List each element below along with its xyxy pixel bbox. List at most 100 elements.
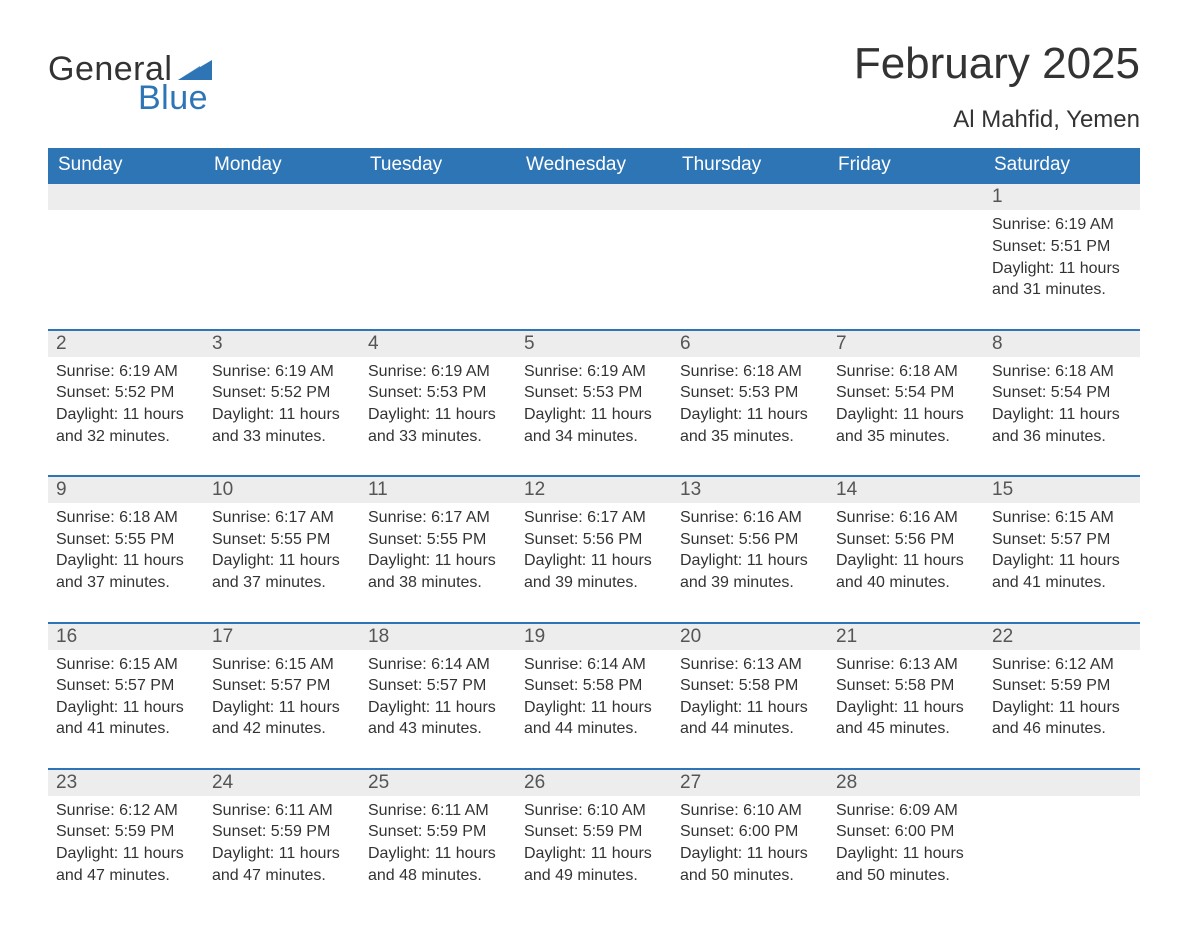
day-cell: Sunrise: 6:19 AMSunset: 5:51 PMDaylight:… — [984, 210, 1140, 300]
sunset-text: Sunset: 5:58 PM — [524, 675, 664, 697]
weekday-tuesday: Tuesday — [360, 148, 516, 184]
sunset-text: Sunset: 5:58 PM — [680, 675, 820, 697]
brand-logo: General Blue — [48, 40, 212, 118]
sunset-text: Sunset: 5:53 PM — [368, 382, 508, 404]
daylight-text: Daylight: 11 hours and 39 minutes. — [524, 550, 664, 593]
day-cell: Sunrise: 6:17 AMSunset: 5:55 PMDaylight:… — [204, 503, 360, 593]
day-number: 2 — [48, 331, 204, 357]
sunrise-text: Sunrise: 6:15 AM — [992, 507, 1132, 529]
day-cell: Sunrise: 6:12 AMSunset: 5:59 PMDaylight:… — [48, 796, 204, 886]
day-cell: Sunrise: 6:13 AMSunset: 5:58 PMDaylight:… — [828, 650, 984, 740]
day-number: 17 — [204, 624, 360, 650]
daylight-text: Daylight: 11 hours and 50 minutes. — [836, 843, 976, 886]
sunrise-text: Sunrise: 6:18 AM — [56, 507, 196, 529]
sunset-text: Sunset: 5:59 PM — [992, 675, 1132, 697]
brand-triangle-icon — [178, 58, 212, 80]
sunset-text: Sunset: 5:57 PM — [368, 675, 508, 697]
day-number — [672, 184, 828, 210]
day-number: 26 — [516, 770, 672, 796]
weekday-header-row: Sunday Monday Tuesday Wednesday Thursday… — [48, 148, 1140, 184]
day-cell: Sunrise: 6:16 AMSunset: 5:56 PMDaylight:… — [672, 503, 828, 593]
title-block: February 2025 Al Mahfid, Yemen — [854, 40, 1140, 134]
day-number: 8 — [984, 331, 1140, 357]
sunset-text: Sunset: 5:54 PM — [836, 382, 976, 404]
sunset-text: Sunset: 5:58 PM — [836, 675, 976, 697]
day-number — [48, 184, 204, 210]
sunrise-text: Sunrise: 6:10 AM — [524, 800, 664, 822]
daylight-text: Daylight: 11 hours and 47 minutes. — [212, 843, 352, 886]
day-number: 9 — [48, 477, 204, 503]
day-cell: Sunrise: 6:18 AMSunset: 5:55 PMDaylight:… — [48, 503, 204, 593]
week-row: 9101112131415Sunrise: 6:18 AMSunset: 5:5… — [48, 475, 1140, 593]
sunrise-text: Sunrise: 6:14 AM — [368, 654, 508, 676]
day-number: 24 — [204, 770, 360, 796]
sunrise-text: Sunrise: 6:12 AM — [992, 654, 1132, 676]
daynum-row: 9101112131415 — [48, 477, 1140, 503]
day-cell: Sunrise: 6:19 AMSunset: 5:52 PMDaylight:… — [48, 357, 204, 447]
daylight-text: Daylight: 11 hours and 37 minutes. — [56, 550, 196, 593]
sunrise-text: Sunrise: 6:19 AM — [368, 361, 508, 383]
day-number: 18 — [360, 624, 516, 650]
header: General Blue February 2025 Al Mahfid, Ye… — [48, 40, 1140, 134]
day-cell: Sunrise: 6:14 AMSunset: 5:57 PMDaylight:… — [360, 650, 516, 740]
location-label: Al Mahfid, Yemen — [854, 106, 1140, 134]
day-cell: Sunrise: 6:19 AMSunset: 5:53 PMDaylight:… — [516, 357, 672, 447]
day-number: 10 — [204, 477, 360, 503]
weekday-sunday: Sunday — [48, 148, 204, 184]
day-number: 19 — [516, 624, 672, 650]
day-number — [984, 770, 1140, 796]
weekday-friday: Friday — [828, 148, 984, 184]
day-cell: Sunrise: 6:14 AMSunset: 5:58 PMDaylight:… — [516, 650, 672, 740]
sunrise-text: Sunrise: 6:12 AM — [56, 800, 196, 822]
day-number: 6 — [672, 331, 828, 357]
daylight-text: Daylight: 11 hours and 48 minutes. — [368, 843, 508, 886]
day-number: 3 — [204, 331, 360, 357]
day-cell: Sunrise: 6:12 AMSunset: 5:59 PMDaylight:… — [984, 650, 1140, 740]
day-cell: Sunrise: 6:16 AMSunset: 5:56 PMDaylight:… — [828, 503, 984, 593]
sunrise-text: Sunrise: 6:18 AM — [836, 361, 976, 383]
sunset-text: Sunset: 6:00 PM — [680, 821, 820, 843]
daynum-row: 2345678 — [48, 331, 1140, 357]
day-cell: Sunrise: 6:17 AMSunset: 5:55 PMDaylight:… — [360, 503, 516, 593]
daylight-text: Daylight: 11 hours and 40 minutes. — [836, 550, 976, 593]
daylight-text: Daylight: 11 hours and 37 minutes. — [212, 550, 352, 593]
brand-word2: Blue — [138, 79, 208, 118]
sunrise-text: Sunrise: 6:11 AM — [368, 800, 508, 822]
day-number — [828, 184, 984, 210]
sunset-text: Sunset: 5:57 PM — [56, 675, 196, 697]
day-number: 21 — [828, 624, 984, 650]
day-number: 13 — [672, 477, 828, 503]
daylight-text: Daylight: 11 hours and 36 minutes. — [992, 404, 1132, 447]
day-cell: Sunrise: 6:18 AMSunset: 5:54 PMDaylight:… — [984, 357, 1140, 447]
sunrise-text: Sunrise: 6:13 AM — [680, 654, 820, 676]
sunset-text: Sunset: 5:57 PM — [992, 529, 1132, 551]
day-cell: Sunrise: 6:15 AMSunset: 5:57 PMDaylight:… — [48, 650, 204, 740]
daynum-row: 1 — [48, 184, 1140, 210]
day-cell — [984, 796, 1140, 886]
daylight-text: Daylight: 11 hours and 39 minutes. — [680, 550, 820, 593]
day-number: 28 — [828, 770, 984, 796]
sunset-text: Sunset: 5:55 PM — [368, 529, 508, 551]
day-number: 14 — [828, 477, 984, 503]
day-number — [204, 184, 360, 210]
day-number — [360, 184, 516, 210]
daylight-text: Daylight: 11 hours and 34 minutes. — [524, 404, 664, 447]
sunset-text: Sunset: 5:55 PM — [56, 529, 196, 551]
month-year-title: February 2025 — [854, 40, 1140, 88]
sunrise-text: Sunrise: 6:18 AM — [680, 361, 820, 383]
daylight-text: Daylight: 11 hours and 44 minutes. — [680, 697, 820, 740]
daylight-text: Daylight: 11 hours and 35 minutes. — [680, 404, 820, 447]
weeks-container: 1Sunrise: 6:19 AMSunset: 5:51 PMDaylight… — [48, 184, 1140, 886]
sunset-text: Sunset: 5:56 PM — [836, 529, 976, 551]
daylight-text: Daylight: 11 hours and 43 minutes. — [368, 697, 508, 740]
weekday-monday: Monday — [204, 148, 360, 184]
day-cell: Sunrise: 6:11 AMSunset: 5:59 PMDaylight:… — [204, 796, 360, 886]
daylight-text: Daylight: 11 hours and 44 minutes. — [524, 697, 664, 740]
day-cell: Sunrise: 6:18 AMSunset: 5:53 PMDaylight:… — [672, 357, 828, 447]
sunset-text: Sunset: 5:55 PM — [212, 529, 352, 551]
sunset-text: Sunset: 5:59 PM — [524, 821, 664, 843]
week-row: 2345678Sunrise: 6:19 AMSunset: 5:52 PMDa… — [48, 329, 1140, 447]
daylight-text: Daylight: 11 hours and 38 minutes. — [368, 550, 508, 593]
weekday-saturday: Saturday — [984, 148, 1140, 184]
day-number: 4 — [360, 331, 516, 357]
